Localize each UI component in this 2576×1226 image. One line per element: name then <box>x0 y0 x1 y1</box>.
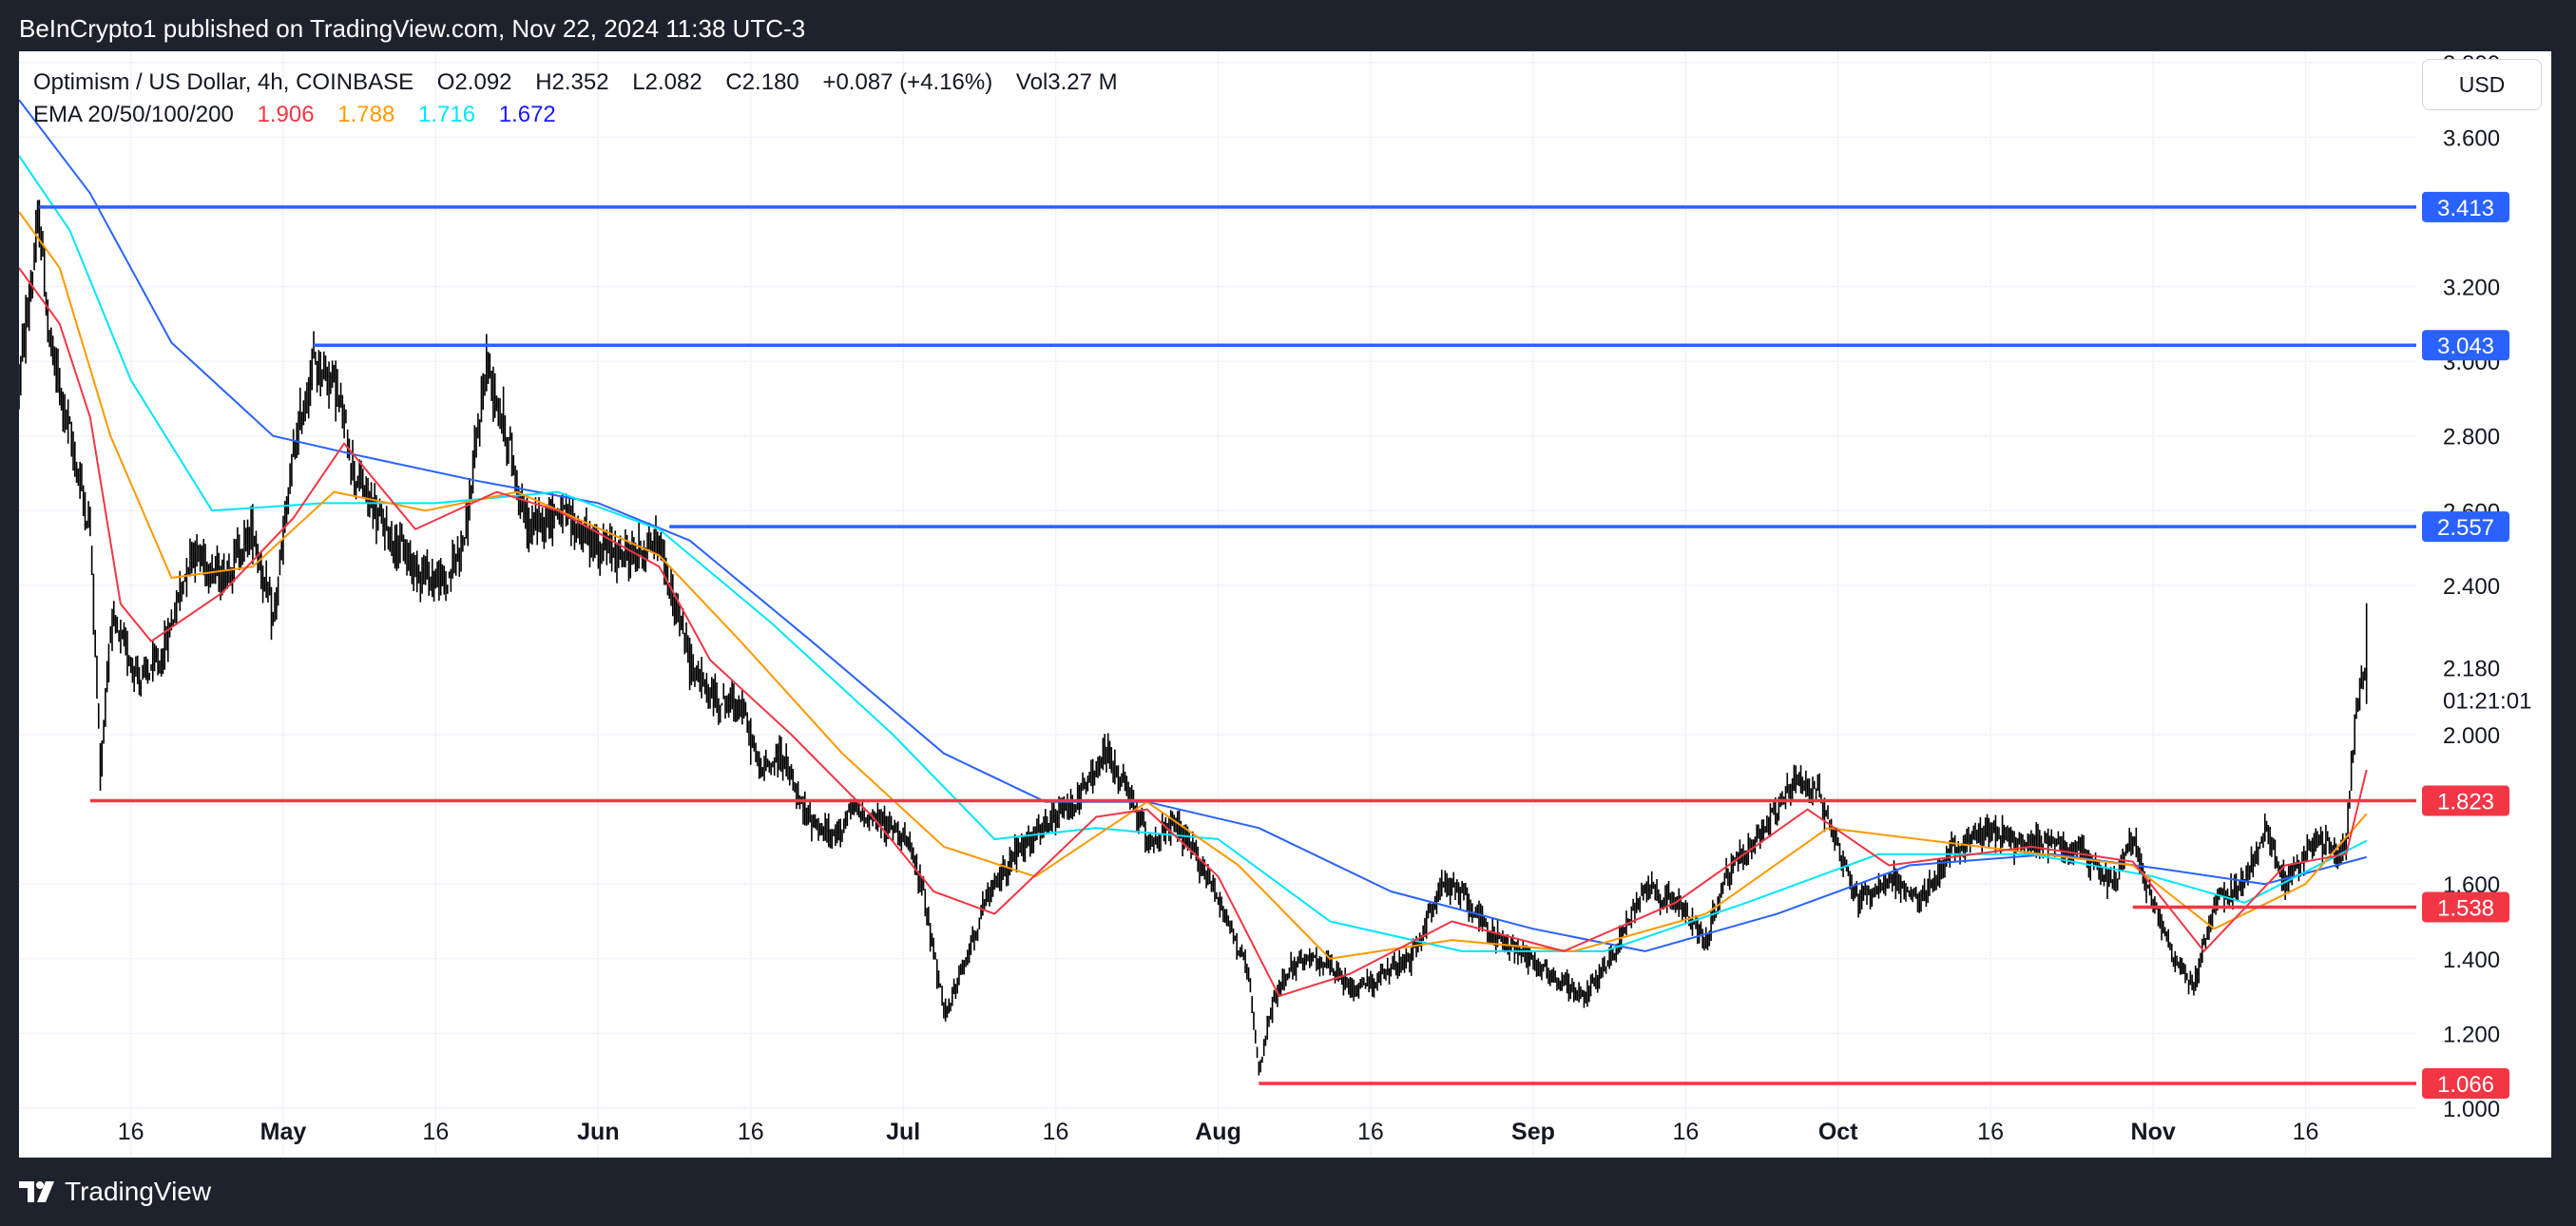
y-tick-label: 2.800 <box>2443 425 2500 450</box>
ema50-value: 1.788 <box>337 102 395 127</box>
header-bar: BeInCrypto1 published on TradingView.com… <box>0 0 2576 51</box>
x-tick-label: 16 <box>1043 1119 1069 1145</box>
x-tick-label: 16 <box>2293 1119 2319 1145</box>
resistance-level-badge <box>2422 191 2509 222</box>
chart-pane[interactable]: 1.0001.2001.4001.6002.0002.4002.6002.800… <box>19 51 2551 1158</box>
bar-countdown-label: 01:21:01 <box>2443 688 2531 714</box>
footer-bar: TradingView <box>0 1158 2576 1226</box>
chart-background <box>19 51 2551 1158</box>
y-tick-label: 1.000 <box>2443 1097 2500 1122</box>
x-tick-label: Oct <box>1818 1119 1858 1145</box>
y-tick-label: 1.200 <box>2443 1022 2500 1047</box>
ema20-line <box>19 267 2368 998</box>
legend-ema-row: EMA 20/50/100/200 1.906 1.788 1.716 1.67… <box>33 99 1118 131</box>
y-tick-label: 3.200 <box>2443 276 2500 301</box>
current-price-label: 2.180 <box>2443 656 2500 681</box>
x-tick-label: 16 <box>422 1119 449 1145</box>
x-tick-label: 16 <box>1672 1119 1699 1145</box>
low-label: L <box>632 69 645 95</box>
ema50-line <box>19 211 2368 960</box>
y-tick-label: 2.400 <box>2443 574 2500 600</box>
support-level-badge <box>2422 1067 2509 1099</box>
resistance-level-label: 3.043 <box>2437 334 2494 359</box>
open-value: 2.092 <box>454 69 512 95</box>
support-level-label: 1.823 <box>2437 790 2494 815</box>
chart-legend: Optimism / US Dollar, 4h, COINBASE O2.09… <box>33 67 1118 131</box>
support-level-label: 1.066 <box>2437 1072 2494 1098</box>
tradingview-logo-text: TradingView <box>65 1177 212 1206</box>
high-label: H <box>535 69 552 95</box>
ema100-line <box>19 155 2368 952</box>
close-value: 2.180 <box>741 69 799 95</box>
x-tick-label: Jun <box>577 1119 619 1145</box>
y-tick-label: 2.000 <box>2443 723 2500 749</box>
tradingview-logo[interactable]: TradingView <box>19 1177 211 1207</box>
volume-label: Vol <box>1015 69 1048 95</box>
ema200-value: 1.672 <box>498 102 556 127</box>
ema20-value: 1.906 <box>257 102 315 127</box>
resistance-level-label: 2.557 <box>2437 515 2494 541</box>
y-tick-label: 1.400 <box>2443 948 2500 973</box>
price-chart[interactable]: 1.0001.2001.4001.6002.0002.4002.6002.800… <box>19 51 2551 1158</box>
x-tick-label: 16 <box>1357 1119 1384 1145</box>
symbol-label[interactable]: Optimism / US Dollar, 4h, COINBASE <box>33 69 414 95</box>
resistance-level-badge <box>2422 330 2509 361</box>
x-tick-label: May <box>260 1119 307 1145</box>
x-tick-label: 16 <box>1977 1119 2004 1145</box>
support-level-badge <box>2422 891 2509 923</box>
x-tick-label: Jul <box>886 1119 920 1145</box>
resistance-level-badge <box>2422 511 2509 543</box>
x-tick-label: 16 <box>118 1119 144 1145</box>
x-tick-label: Sep <box>1511 1119 1555 1145</box>
high-value: 2.352 <box>551 69 609 95</box>
ema-label[interactable]: EMA 20/50/100/200 <box>33 102 234 127</box>
change-value: +0.087 (+4.16%) <box>822 69 993 95</box>
low-value: 2.082 <box>644 69 702 95</box>
resistance-level-label: 3.413 <box>2437 196 2494 221</box>
x-tick-label: Nov <box>2131 1119 2176 1145</box>
ema100-value: 1.716 <box>417 102 476 127</box>
support-level-label: 1.538 <box>2437 896 2494 922</box>
legend-ohlc-row: Optimism / US Dollar, 4h, COINBASE O2.09… <box>33 67 1118 99</box>
support-level-badge <box>2422 785 2509 816</box>
currency-button[interactable]: USD <box>2422 59 2542 110</box>
close-label: C <box>725 69 742 95</box>
published-by-text: BeInCrypto1 published on TradingView.com… <box>19 14 806 43</box>
tradingview-logo-icon <box>19 1181 54 1202</box>
open-label: O <box>436 69 455 95</box>
y-tick-label: 3.600 <box>2443 125 2500 151</box>
volume-value: 3.27 M <box>1048 69 1118 95</box>
x-tick-label: 16 <box>738 1119 764 1145</box>
x-tick-label: Aug <box>1195 1119 1241 1145</box>
